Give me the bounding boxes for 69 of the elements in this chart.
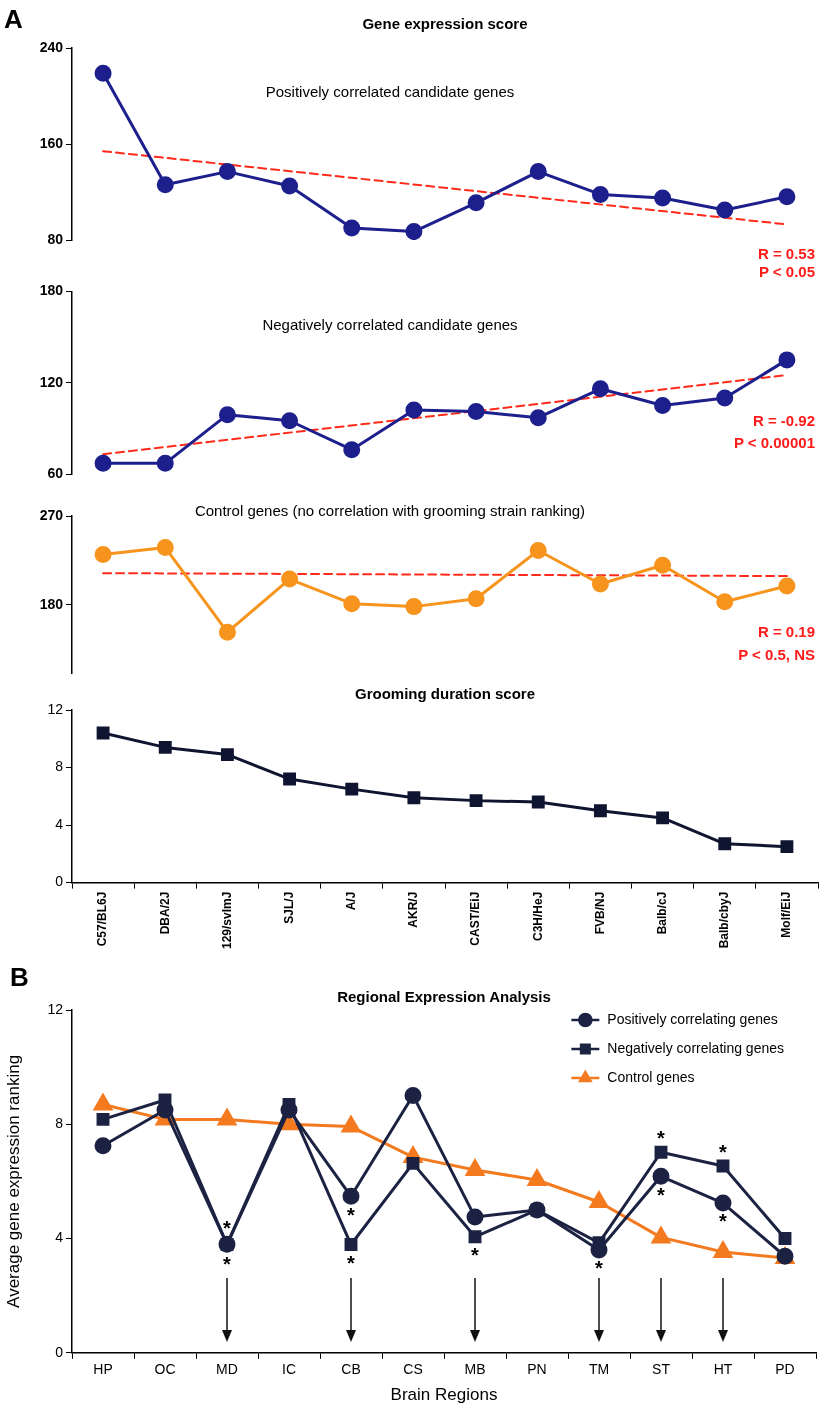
x-tick-label: IC <box>282 1361 296 1378</box>
x-tick-label: SJL/J <box>281 891 296 924</box>
annotation: * <box>657 1183 666 1206</box>
x-tick-label: C3H/HeJ <box>530 891 545 941</box>
legend-label: Negatively correlating genes <box>607 1039 784 1056</box>
x-tick-label: MB <box>464 1361 486 1378</box>
y-tick-label: 270 <box>39 506 64 523</box>
y-tick-label: 240 <box>39 38 64 55</box>
chart-title: Gene expression score <box>362 15 528 33</box>
annotation: * <box>657 1126 666 1149</box>
y-tick-label: 80 <box>47 230 64 247</box>
x-tick-label: DBA/2J <box>157 891 172 935</box>
annotation: * <box>347 1252 356 1275</box>
annotation: * <box>223 1216 232 1239</box>
x-tick-label: A/J <box>344 891 359 911</box>
text: Positively correlated candidate genes <box>265 83 515 101</box>
y-tick-label: 180 <box>39 282 64 299</box>
text: B <box>10 962 29 992</box>
chart-title: Regional Expression Analysis <box>337 988 551 1006</box>
x-tick-label: FVB/NJ <box>592 891 607 935</box>
x-tick-label: PN <box>527 1361 547 1378</box>
x-tick-label: Balb/cbyJ <box>717 891 732 949</box>
x-axis-title: Brain Regions <box>390 1385 498 1405</box>
text: R = 0.53 <box>757 245 815 262</box>
chart-title: Grooming duration score <box>354 685 536 703</box>
y-tick-label: 4 <box>55 1229 64 1246</box>
x-tick-label: ST <box>652 1361 671 1378</box>
y-tick-label: 8 <box>55 1115 64 1132</box>
x-tick-label: OC <box>154 1361 176 1378</box>
legend-label: Control genes <box>607 1068 695 1085</box>
x-tick-label: CAST/EiJ <box>468 891 483 946</box>
x-tick-label: TM <box>588 1361 610 1378</box>
annotation: * <box>471 1244 480 1267</box>
y-tick-label: 160 <box>39 134 64 151</box>
annotation: * <box>719 1209 728 1232</box>
annotation: * <box>719 1141 728 1164</box>
x-tick-label: C57/BL6J <box>95 891 110 947</box>
legend-label: Positively correlating genes <box>607 1010 778 1027</box>
annotation: P < 0.00001 <box>733 434 815 451</box>
annotation: * <box>223 1253 232 1276</box>
x-tick-label: CB <box>341 1361 361 1378</box>
y-tick-label: 120 <box>39 373 64 390</box>
y-tick-label: 0 <box>55 873 64 890</box>
chart-subtitle: Control genes (no correlation with grooming strain ranking) <box>194 502 586 520</box>
annotation: R = 0.19 <box>757 623 815 640</box>
x-tick-label: Balb/cJ <box>654 891 669 935</box>
y-tick-label: 60 <box>47 464 64 481</box>
x-tick-label: 129/svImJ <box>219 891 234 950</box>
x-tick-label: Molf/EiJ <box>779 891 794 938</box>
y-tick-label: 12 <box>47 700 64 717</box>
x-tick-label: HP <box>93 1361 113 1378</box>
annotation: R = -0.92 <box>752 412 815 429</box>
y-tick-label: 0 <box>55 1343 64 1360</box>
text: P < 0.05 <box>758 263 815 280</box>
y-tick-label: 8 <box>55 758 64 775</box>
text: Negatively correlated candidate genes <box>262 316 518 334</box>
y-tick-label: 180 <box>39 595 64 612</box>
text: A <box>4 4 23 34</box>
annotation: P < 0.5, NS <box>738 646 815 663</box>
y-tick-label: 4 <box>55 815 64 832</box>
x-tick-label: HT <box>713 1361 733 1378</box>
x-tick-label: MD <box>216 1361 238 1378</box>
annotation: * <box>595 1257 604 1280</box>
y-tick-label: 12 <box>47 1000 64 1017</box>
x-tick-label: AKR/J <box>406 891 421 928</box>
x-tick-label: CS <box>403 1361 423 1378</box>
x-tick-label: PD <box>775 1361 795 1378</box>
y-axis-title: Average gene expression ranking <box>3 1054 23 1308</box>
annotation: * <box>347 1203 356 1226</box>
